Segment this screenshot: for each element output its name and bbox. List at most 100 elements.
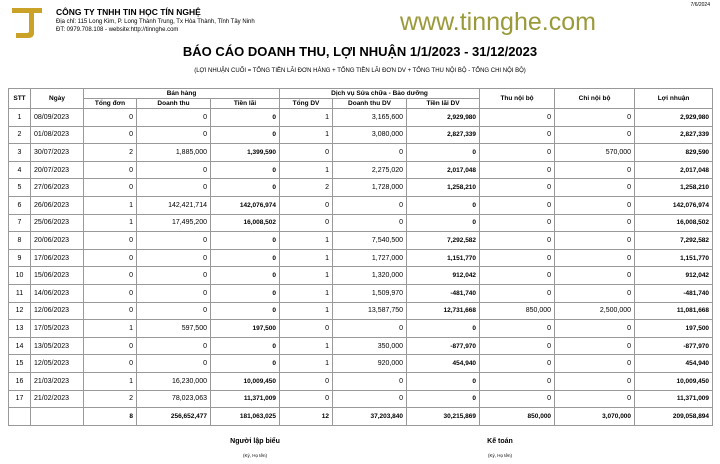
cell-revenue: 0	[136, 178, 211, 197]
cell-orders: 1	[83, 213, 137, 233]
header-svc-revenue: Doanh thu DV	[332, 98, 408, 109]
cell-svc-interest: -481,740	[406, 283, 481, 303]
cell-profit: 7,292,582	[634, 231, 714, 250]
cell-svc-count: 1	[279, 231, 334, 250]
cell-svc-revenue: 920,000	[332, 354, 408, 373]
cell-revenue: 1,885,000	[136, 143, 211, 162]
cell-internal-out: 2,500,000	[554, 301, 636, 321]
header-sales: Bán hàng	[82, 88, 281, 99]
cell-svc-count: 1	[279, 266, 334, 285]
cell-orders: 1	[83, 319, 137, 338]
cell-svc-revenue: 0	[332, 371, 408, 391]
cell-internal-out: 0	[554, 248, 636, 268]
cell-internal-in: 0	[479, 266, 556, 285]
cell-revenue: 0	[136, 301, 211, 321]
cell-revenue: 0	[136, 354, 211, 373]
table-row: 15 12/05/2023 0 0 0 1 920,000 454,940 0 0 454,940	[8, 354, 714, 373]
cell-svc-count: 0	[279, 371, 334, 391]
cell-revenue: 597,500	[136, 319, 211, 338]
cell-svc-revenue: 0	[332, 195, 408, 215]
cell-svc-revenue: 7,540,500	[332, 231, 408, 250]
cell-profit: 1,151,770	[634, 248, 714, 268]
cell-internal-out: 0	[554, 371, 636, 391]
signature-note: (Ký, Họ tên)	[487, 453, 512, 458]
signature-preparer: Người lập biểu (Ký, Họ tên)	[195, 438, 315, 458]
cell-svc-interest: 2,929,980	[406, 108, 481, 127]
cell-date: 13/05/2023	[30, 336, 84, 356]
cell-svc-count: 1	[279, 354, 334, 373]
cell-svc-revenue: 0	[332, 143, 408, 162]
signature-title: Kế toán	[487, 438, 513, 445]
cell-revenue: 0	[136, 160, 211, 180]
report-formula: (LỢI NHUẬN CUỐI = TỔNG TIỀN LÃI ĐƠN HÀNG…	[194, 68, 526, 74]
cell-profit: -877,970	[634, 336, 714, 356]
cell-interest: 0	[209, 283, 281, 303]
cell-internal-in: 0	[479, 125, 556, 145]
cell-svc-count: 0	[279, 319, 334, 338]
cell-svc-interest: 2,017,048	[406, 160, 481, 180]
cell-profit: 11,081,668	[634, 301, 714, 321]
cell-orders: 0	[83, 354, 137, 373]
cell-date: 08/09/2023	[30, 108, 84, 127]
report-table: STT Ngày Bán hàng Dịch vụ Sửa chữa - Bảo…	[8, 88, 714, 427]
cell-svc-revenue: 1,509,970	[332, 283, 408, 303]
company-info: CÔNG TY TNHH TIN HỌC TÍN NGHỆ Địa chỉ: 1…	[56, 7, 255, 33]
table-row: 4 20/07/2023 0 0 0 1 2,275,020 2,017,048 0 0 2,017…	[8, 160, 714, 180]
cell-revenue: 17,495,200	[136, 213, 211, 233]
cell-interest: 0	[209, 160, 281, 180]
cell-svc-revenue: 0	[332, 213, 408, 233]
cell-orders: 0	[83, 248, 137, 268]
cell-stt: 5	[8, 178, 31, 197]
cell-svc-interest: -877,970	[406, 336, 481, 356]
cell-profit: 16,008,502	[634, 213, 714, 233]
cell-profit: 1,258,210	[634, 178, 714, 197]
cell-svc-interest: 1,151,770	[406, 248, 481, 268]
cell-svc-count: 1	[279, 248, 334, 268]
table-row: 6 26/06/2023 1 142,421,714 142,076,974 0 0 0 0 0 1…	[8, 195, 714, 215]
header-profit: Lợi nhuận	[634, 88, 714, 109]
total-svc-revenue: 37,203,840	[332, 407, 408, 427]
cell-stt: 1	[8, 108, 31, 127]
header-internal-in: Thu nội bộ	[479, 88, 556, 109]
cell-internal-out: 0	[554, 266, 636, 285]
cell-date: 30/07/2023	[30, 143, 84, 162]
table-row: 7 25/06/2023 1 17,495,200 16,008,502 0 0 0 0 0 16,…	[8, 213, 714, 233]
cell-orders: 1	[83, 371, 137, 391]
cell-stt: 9	[8, 248, 31, 268]
cell-profit: 454,940	[634, 354, 714, 373]
table-row: 3 30/07/2023 2 1,885,000 1,399,590 0 0 0 0 570,00…	[8, 143, 714, 162]
cell-svc-revenue: 350,000	[332, 336, 408, 356]
cell-interest: 1,399,590	[209, 143, 281, 162]
cell-interest: 0	[209, 336, 281, 356]
cell-internal-out: 0	[554, 178, 636, 197]
cell-interest: 197,500	[209, 319, 281, 338]
cell-internal-in: 0	[479, 354, 556, 373]
cell-profit: 829,590	[634, 143, 714, 162]
cell-interest: 16,008,502	[209, 213, 281, 233]
header-revenue: Doanh thu	[136, 98, 211, 109]
cell-internal-in: 0	[479, 371, 556, 391]
cell-internal-out: 0	[554, 213, 636, 233]
cell-svc-interest: 912,042	[406, 266, 481, 285]
cell-svc-count: 2	[279, 178, 334, 197]
table-row: 8 20/06/2023 0 0 0 1 7,540,500 7,292,582 0 0 7,292…	[8, 231, 714, 250]
total-profit: 209,058,894	[634, 407, 714, 427]
signature-note: (Ký, Họ tên)	[242, 453, 267, 458]
cell-svc-interest: 0	[406, 371, 481, 391]
cell-date: 20/06/2023	[30, 231, 84, 250]
cell-svc-interest: 12,731,668	[406, 301, 481, 321]
cell-internal-in: 0	[479, 283, 556, 303]
cell-internal-in: 0	[479, 160, 556, 180]
header-orders: Tổng đơn	[83, 98, 137, 109]
cell-revenue: 142,421,714	[136, 195, 211, 215]
cell-internal-out: 0	[554, 108, 636, 127]
cell-svc-interest: 454,940	[406, 354, 481, 373]
cell-svc-count: 1	[279, 301, 334, 321]
cell-stt: 6	[8, 195, 31, 215]
cell-svc-count: 0	[279, 195, 334, 215]
cell-internal-in: 850,000	[479, 301, 556, 321]
table-row: 5 27/06/2023 0 0 0 2 1,728,000 1,258,210 0 0 1,258…	[8, 178, 714, 197]
cell-interest: 142,076,974	[209, 195, 281, 215]
header-stt: STT	[8, 88, 31, 109]
cell-svc-count: 0	[279, 389, 334, 409]
